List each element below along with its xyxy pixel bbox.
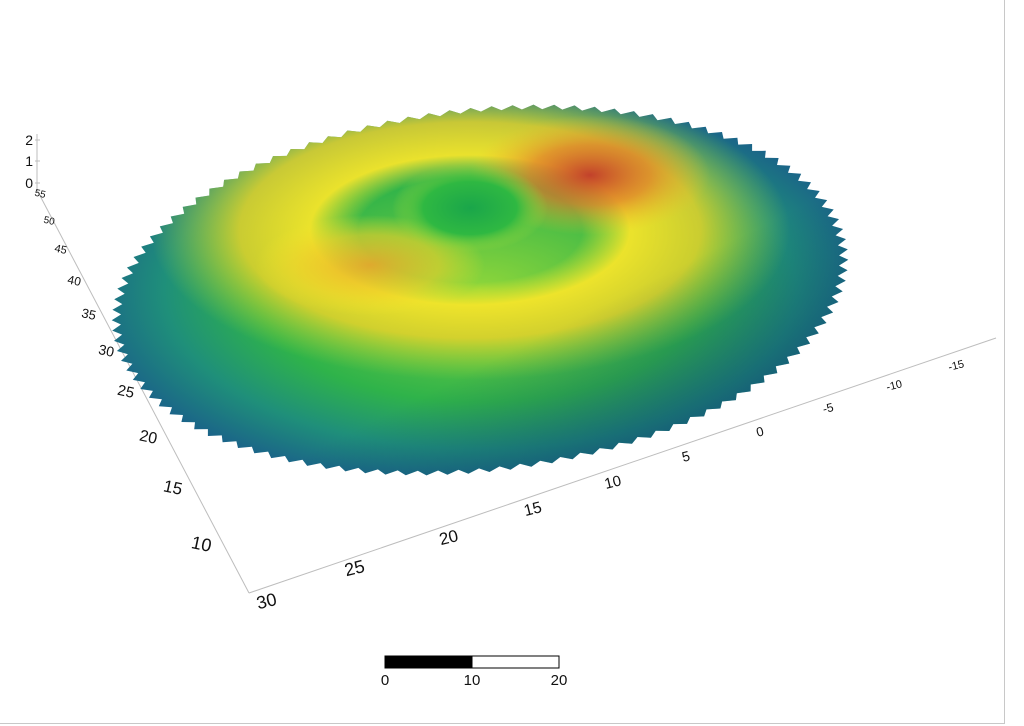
z-tick-label: 0 — [25, 175, 33, 191]
y-tick-label: 55 — [33, 188, 47, 201]
x-tick-label: 20 — [437, 526, 460, 549]
y-tick-label: 40 — [66, 272, 82, 289]
y-tick-label: 15 — [162, 476, 184, 499]
axes — [36, 134, 997, 594]
x-axis-ticks: 30 25 20 15 10 5 0 -5 -10 -15 — [254, 358, 965, 613]
y-tick-label: 35 — [80, 305, 97, 323]
y-tick-label: 20 — [138, 428, 159, 448]
y-tick-label: 10 — [190, 532, 214, 556]
x-axis-line — [248, 337, 997, 594]
x-tick-label: 5 — [680, 447, 692, 464]
z-tick-label: 1 — [25, 153, 33, 169]
z-axis-ticks: 0 1 2 — [25, 132, 40, 191]
surface-mesh — [111, 104, 849, 476]
scale-tick-0: 0 — [381, 672, 389, 689]
plot-frame — [0, 0, 1005, 724]
x-tick-label: -10 — [885, 378, 903, 393]
y-tick-label: 45 — [53, 243, 67, 257]
y-tick-label: 50 — [42, 215, 56, 228]
scale-tick-10: 10 — [464, 672, 481, 689]
x-tick-label: 25 — [342, 556, 366, 580]
x-tick-label: 10 — [603, 472, 623, 493]
scale-bar: 0 10 20 — [381, 655, 568, 689]
x-tick-label: 30 — [254, 589, 278, 613]
y-axis-line — [36, 189, 250, 594]
x-tick-label: -5 — [821, 400, 835, 416]
x-tick-label: 15 — [522, 499, 543, 520]
z-tick-label: 2 — [25, 132, 33, 148]
x-tick-label: 0 — [755, 423, 766, 439]
scale-bar-segment-white — [471, 655, 560, 669]
scale-tick-20: 20 — [551, 672, 568, 689]
y-tick-label: 30 — [97, 341, 116, 360]
x-tick-label: -15 — [947, 358, 965, 373]
y-tick-label: 25 — [116, 382, 136, 402]
scale-bar-segment-black — [384, 655, 473, 669]
